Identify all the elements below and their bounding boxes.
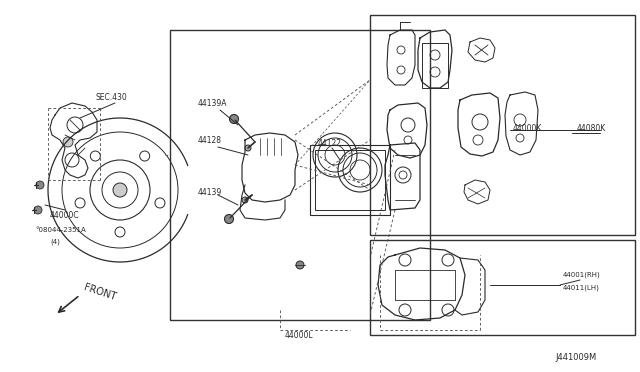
Circle shape [36,181,44,189]
Bar [315,150,385,210]
Circle shape [63,137,73,147]
Circle shape [230,115,239,124]
Text: °08044-2351A: °08044-2351A [35,227,86,233]
Circle shape [113,183,127,197]
Text: 44001(RH): 44001(RH) [563,272,601,278]
Circle shape [242,197,248,203]
Bar [422,43,448,88]
Text: 44128: 44128 [198,135,222,144]
Text: 44139: 44139 [198,187,222,196]
Text: 44080K: 44080K [577,124,606,132]
Bar [170,30,430,320]
Text: 44122: 44122 [318,138,342,148]
Text: J441009M: J441009M [555,353,596,362]
Circle shape [245,145,251,151]
Text: 44139A: 44139A [198,99,227,108]
Text: 44000K: 44000K [513,124,542,132]
Bar [370,240,635,335]
Circle shape [34,206,42,214]
Text: 44000L: 44000L [285,331,314,340]
Text: 44011(LH): 44011(LH) [563,285,600,291]
Circle shape [296,261,304,269]
Text: FRONT: FRONT [82,282,117,302]
Text: (4): (4) [50,239,60,245]
Text: 44000C: 44000C [50,211,79,219]
Bar [370,15,635,235]
Circle shape [225,215,234,224]
Bar [310,145,390,215]
Text: SEC.430: SEC.430 [95,93,127,102]
